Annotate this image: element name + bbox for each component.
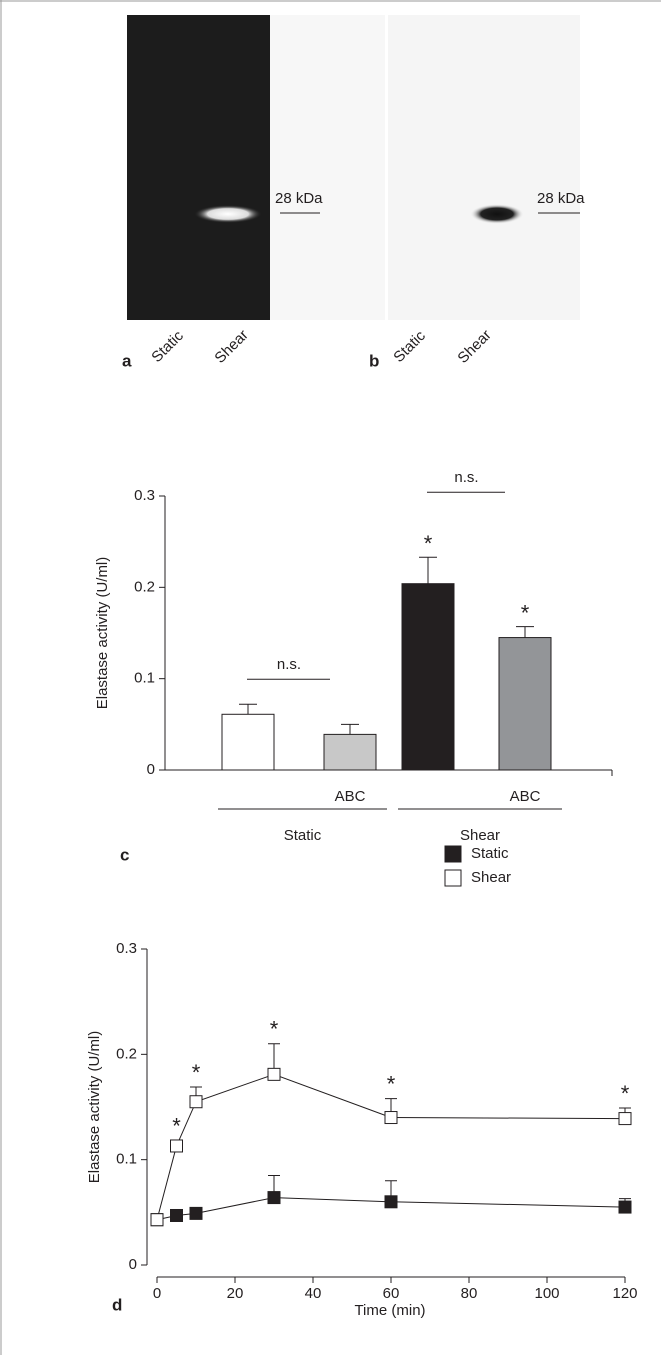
error-bar [516,627,534,638]
y-tick-label: 0.1 [116,1151,137,1168]
y-tick-label: 0.1 [134,670,155,687]
lane-label: Static [390,327,429,366]
page: {"blots": [ {"label": "a", "lanes": ["St… [0,0,661,1355]
marker [190,1207,202,1219]
marker [190,1096,202,1108]
marker [268,1192,280,1204]
panel-letter: d [112,1295,122,1314]
x-tick-label: 100 [534,1285,559,1302]
band [470,204,524,224]
marker-label: 28 kDa [275,190,323,207]
x-tick-label: 80 [461,1285,478,1302]
lane-label: Shear [454,326,494,366]
marker-label: 28 kDa [537,190,585,207]
y-tick-label: 0.2 [116,1045,137,1062]
x-tick-label: 0 [153,1285,161,1302]
panel-letter: c [120,845,129,864]
significance: * [270,1017,279,1042]
significance: * [424,531,433,556]
x-axis-label: Time (min) [354,1302,425,1319]
y-axis-label: Elastase activity (U/ml) [86,1031,103,1184]
blot-image [127,15,270,320]
marker [385,1112,397,1124]
figure: 28 kDa Static Shear a 28 kDa Static Shea… [0,0,661,1355]
bar [324,734,376,770]
legend-swatch [445,870,461,886]
legend-label: Shear [471,869,511,886]
group-label: Static [284,827,322,844]
lane-label: Shear [211,326,251,366]
panel-letter: a [122,351,132,370]
marker [171,1209,183,1221]
comparison-label: n.s. [454,469,478,486]
significance: * [172,1114,181,1139]
marker [151,1214,163,1226]
marker [268,1068,280,1080]
marker [385,1196,397,1208]
marker [619,1201,631,1213]
x-tick-label: ABC [335,788,366,805]
y-tick-label: 0 [147,761,155,778]
panel-letter: b [369,351,379,370]
y-tick-label: 0.2 [134,578,155,595]
y-tick-label: 0.3 [134,487,155,504]
error-bar [341,724,359,734]
legend-label: Static [471,845,509,862]
significance: * [521,600,530,625]
y-tick-label: 0.3 [116,940,137,957]
legend-swatch [445,846,461,862]
x-tick-label: 120 [612,1285,637,1302]
comparison-label: n.s. [277,656,301,673]
error-bar [239,704,257,714]
band [194,205,262,223]
blot-image [388,15,580,320]
x-tick-label: 40 [305,1285,322,1302]
bar [222,714,274,770]
group-label: Shear [460,827,500,844]
blot-image [270,15,385,320]
lane-label: Static [148,327,187,366]
x-tick-label: 20 [227,1285,244,1302]
y-axis-label: Elastase activity (U/ml) [94,557,111,710]
x-tick-label: 60 [383,1285,400,1302]
significance: * [621,1081,630,1106]
error-bar [419,557,437,583]
y-tick-label: 0 [129,1256,137,1273]
significance: * [387,1071,396,1096]
x-tick-label: ABC [510,788,541,805]
bar [499,638,551,770]
marker [619,1113,631,1125]
significance: * [192,1060,201,1085]
marker [171,1140,183,1152]
bar [402,584,454,770]
